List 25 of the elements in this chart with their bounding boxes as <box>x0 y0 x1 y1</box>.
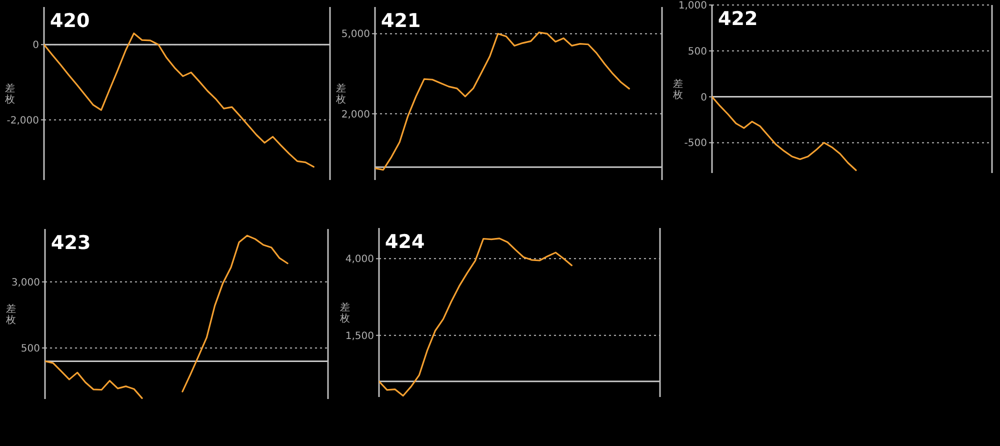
chart-title: 424 <box>385 231 425 253</box>
chart-title: 420 <box>50 10 90 32</box>
y-axis-title: 差枚 <box>5 303 16 326</box>
y-axis-title: 差枚 <box>672 78 683 101</box>
y-tick-label: 3,000 <box>11 277 40 288</box>
y-tick-label: 5,000 <box>341 29 370 40</box>
y-tick-label: 1,000 <box>678 0 707 12</box>
y-tick-label: 1,500 <box>345 330 374 342</box>
y-axis-title: 差枚 <box>335 82 346 106</box>
y-tick-label: 500 <box>20 343 40 354</box>
chart-title: 422 <box>718 8 758 30</box>
line-series <box>375 32 630 171</box>
chart-title: 421 <box>381 10 421 32</box>
y-tick-label: -500 <box>684 138 707 150</box>
y-tick-label: 0 <box>32 40 39 52</box>
line-series <box>712 96 857 172</box>
y-tick-label: 0 <box>700 92 707 104</box>
line-series <box>44 32 314 168</box>
y-tick-label: -2,000 <box>6 115 39 126</box>
chart-title: 423 <box>51 232 91 254</box>
y-axis-title: 差枚 <box>339 302 350 324</box>
y-axis-title: 差枚 <box>4 82 15 106</box>
y-tick-label: 4,000 <box>345 254 374 266</box>
y-tick-label: 2,000 <box>341 109 370 120</box>
y-tick-label: 500 <box>688 46 707 58</box>
